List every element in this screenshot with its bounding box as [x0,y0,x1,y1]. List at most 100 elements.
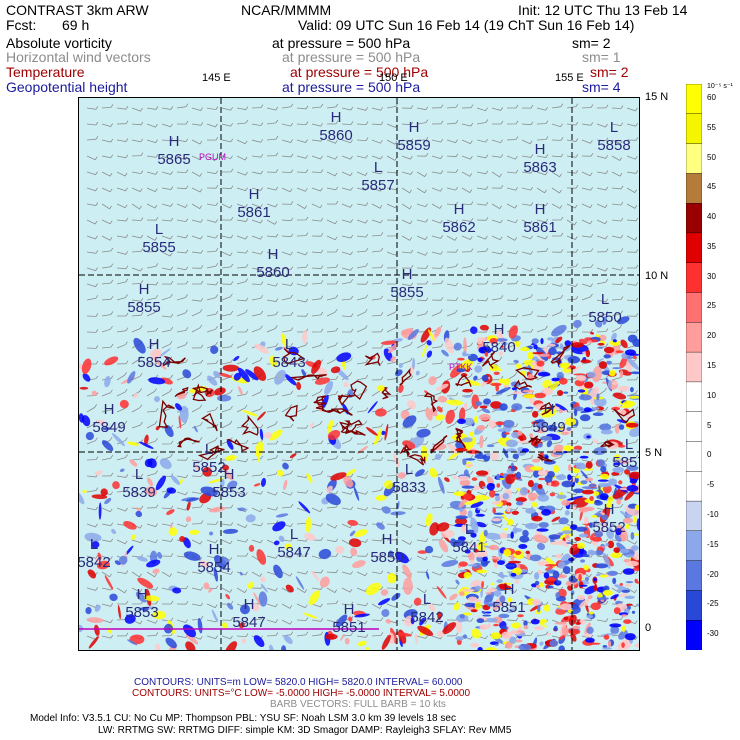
station-label: PTKK [449,362,473,372]
lat-lon-grid [79,98,639,650]
lat-label-5n: 5 N [645,447,663,459]
field-sm-vorticity: sm= 2 [572,35,611,51]
svg-text:L: L [90,536,98,553]
svg-text:5855: 5855 [127,299,160,316]
svg-text:5858: 5858 [597,137,630,154]
valid-time: Valid: 09 UTC Sun 16 Feb 14 (19 ChT Sun … [298,17,635,33]
vorticity-field [79,316,639,650]
svg-text:5861: 5861 [523,219,556,236]
colorbar-swatch [686,322,702,353]
svg-text:H: H [494,321,505,338]
svg-text:H: H [535,201,546,218]
colorbar-swatch [686,143,702,175]
svg-text:H: H [149,336,160,353]
svg-text:5855: 5855 [390,284,423,301]
field-name-geopotential: Geopotential height [6,79,128,95]
colorbar-swatch [686,530,702,562]
colorbar-label: 35 [707,241,716,251]
field-pressure-geopotential: at pressure = 500 hPa [282,79,421,95]
colorbar-label: 20 [707,331,716,341]
colorbar-swatch [686,560,702,592]
svg-text:5851: 5851 [492,599,525,616]
svg-text:5854: 5854 [197,559,230,576]
colorbar-label: -25 [707,599,719,609]
svg-text:5860: 5860 [319,127,352,144]
colorbar-label: 45 [707,182,716,192]
svg-text:H: H [268,246,279,263]
field-pressure-wind: at pressure = 500 hPa [282,49,421,65]
lat-label-0: 0 [645,622,652,634]
station-label: PGUM [199,152,226,162]
svg-text:L: L [601,291,609,308]
colorbar-label: 30 [707,271,716,281]
svg-text:5859: 5859 [397,137,430,154]
svg-text:5847: 5847 [232,614,265,631]
svg-text:H: H [402,266,413,283]
svg-text:5855: 5855 [142,239,175,256]
colorbar [686,84,702,650]
field-name-wind: Horizontal wind vectors [6,49,151,65]
field-name-temperature: Temperature [6,64,85,80]
svg-text:5852: 5852 [592,519,625,536]
weather-map: H 5865 H 5860 H 5859 H 5863 L 5858 L 5857 H 5861 H 5862… [78,97,640,651]
svg-text:L: L [610,119,618,136]
svg-text:H: H [137,586,148,603]
colorbar-swatch [686,590,702,621]
svg-text:5850: 5850 [370,549,403,566]
temperature-contours [158,344,636,466]
colorbar-swatch [686,202,702,234]
colorbar-swatch [686,113,702,145]
lon-label-145: 145 E [202,72,231,84]
colorbar-swatch [686,351,702,383]
svg-text:H: H [224,466,235,483]
svg-text:H: H [504,581,515,598]
lat-label-15n: 15 N [645,91,669,103]
svg-text:5839: 5839 [122,484,155,501]
model-info-line1: Model Info: V3.5.1 CU: No Cu MP: Thompso… [30,713,456,724]
colorbar-label: -5 [707,480,715,490]
lon-label-155: 155 E [555,72,584,84]
colorbar-unit: 10⁻⁵ s⁻¹ [707,83,733,90]
fcst-label: Fcst: [6,17,37,33]
svg-text:L: L [155,221,163,238]
svg-text:L: L [374,159,382,176]
field-sm-geopotential: sm= 4 [582,79,621,95]
svg-text:L: L [405,461,413,478]
colorbar-label: 55 [707,122,716,132]
svg-text:5862: 5862 [442,219,475,236]
contours-height-info: CONTOURS: UNITS=m LOW= 5820.0 HIGH= 5820… [134,677,463,688]
svg-text:5850: 5850 [588,309,621,326]
colorbar-swatch [686,500,702,532]
svg-text:L: L [205,441,213,458]
colorbar-swatch [686,441,702,472]
svg-text:5852: 5852 [192,459,225,476]
barb-info: BARB VECTORS: FULL BARB = 10 kts [270,699,446,710]
svg-text:5861: 5861 [237,204,270,221]
svg-text:5840: 5840 [482,339,515,356]
svg-text:5849: 5849 [92,419,125,436]
svg-text:H: H [344,601,355,618]
